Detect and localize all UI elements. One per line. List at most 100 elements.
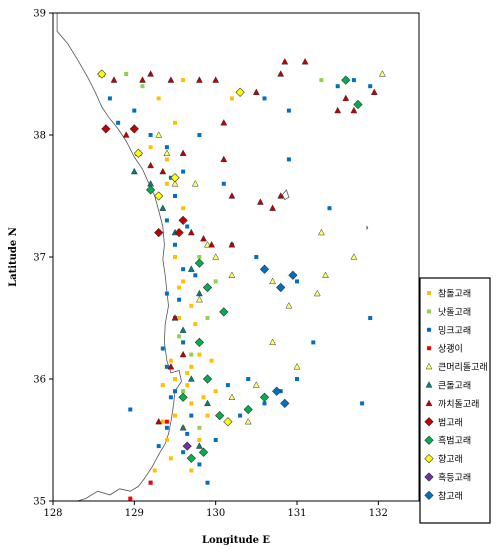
data-point	[228, 271, 236, 278]
data-point	[259, 264, 270, 274]
data-point	[128, 407, 133, 412]
data-point	[168, 456, 173, 461]
data-point	[194, 337, 205, 348]
data-point	[179, 149, 187, 156]
data-point	[148, 145, 153, 150]
x-tick-label: 129	[125, 508, 144, 519]
data-point	[156, 96, 161, 101]
data-point	[235, 87, 245, 97]
data-point	[173, 255, 177, 259]
y-tick-label: 39	[33, 9, 46, 20]
data-point	[229, 96, 234, 101]
data-point	[195, 442, 203, 449]
legend-label: 흑범고래	[438, 435, 471, 447]
legend-label: 참돌고래	[438, 289, 471, 300]
data-point	[353, 99, 363, 110]
data-point	[212, 253, 220, 260]
data-point	[164, 438, 169, 442]
data-point	[301, 57, 309, 65]
data-point	[160, 346, 165, 351]
data-point	[205, 316, 210, 320]
data-point	[295, 279, 299, 284]
series-9	[145, 75, 363, 463]
data-point	[197, 133, 202, 137]
data-point	[177, 297, 182, 302]
data-point	[350, 106, 358, 114]
data-point	[110, 76, 118, 83]
data-point	[256, 198, 264, 205]
data-point	[173, 413, 177, 418]
data-point	[181, 169, 186, 174]
legend-marker	[425, 381, 433, 388]
data-point	[293, 362, 301, 370]
data-point	[181, 206, 186, 211]
data-point	[322, 271, 329, 278]
series-4	[128, 419, 169, 501]
data-point	[179, 326, 187, 333]
data-point	[243, 404, 253, 415]
data-point	[155, 131, 163, 138]
legend: 참돌고래낫돌고래밍크고래상괭이큰머리돌고래큰돌고래까치돌고래범고래흑범고래향고래…	[419, 277, 491, 524]
data-point	[189, 352, 194, 357]
legend-marker	[424, 472, 434, 482]
marks-layer	[97, 57, 386, 501]
data-point	[295, 377, 299, 381]
data-point	[212, 76, 220, 83]
data-point	[187, 265, 195, 272]
legend-label: 혹등고래	[438, 472, 471, 484]
data-point	[286, 157, 291, 162]
data-point	[195, 289, 203, 297]
data-point	[129, 124, 139, 134]
data-point	[171, 179, 179, 187]
data-point	[154, 227, 164, 238]
data-point	[254, 255, 259, 259]
data-point	[285, 301, 293, 309]
data-point	[186, 453, 196, 463]
data-point	[185, 431, 190, 436]
data-point	[317, 228, 325, 236]
coastline	[52, 12, 182, 502]
data-point	[173, 389, 177, 394]
data-point	[173, 120, 177, 125]
data-point	[252, 381, 260, 388]
x-tick-label: 131	[287, 508, 306, 519]
data-point	[198, 447, 209, 457]
data-point	[187, 228, 195, 236]
data-point	[173, 377, 177, 381]
legend-label: 큰돌고래	[438, 381, 471, 392]
data-point	[154, 191, 164, 201]
legend-marker	[425, 399, 433, 407]
data-point	[195, 76, 203, 83]
data-point	[189, 364, 194, 369]
data-point	[164, 425, 169, 430]
legend-marker	[427, 346, 431, 351]
data-point	[179, 423, 187, 431]
data-point	[215, 410, 225, 421]
data-point	[277, 70, 285, 77]
data-point	[177, 316, 182, 320]
data-point	[181, 450, 186, 455]
data-point	[181, 267, 186, 272]
data-point	[170, 173, 180, 183]
data-point	[288, 270, 298, 280]
series-10	[97, 69, 245, 427]
data-point	[228, 240, 236, 248]
legend-marker	[424, 435, 434, 445]
legend-label: 낫돌고래	[438, 307, 471, 318]
data-point	[202, 282, 213, 293]
data-point	[219, 307, 229, 317]
data-point	[225, 383, 230, 388]
data-point	[177, 285, 182, 290]
x-axis-title: Longitude E	[202, 535, 270, 546]
data-point	[124, 72, 129, 76]
series-11	[182, 441, 192, 451]
legend-marker	[425, 362, 433, 370]
axes-layer: 128 129 130 131 132 35 36 37 38 39	[33, 9, 388, 520]
y-tick-label: 37	[33, 253, 46, 264]
data-point	[97, 69, 107, 79]
data-point	[122, 131, 130, 138]
data-point	[148, 480, 153, 485]
data-point	[139, 76, 146, 83]
data-point	[189, 401, 194, 406]
